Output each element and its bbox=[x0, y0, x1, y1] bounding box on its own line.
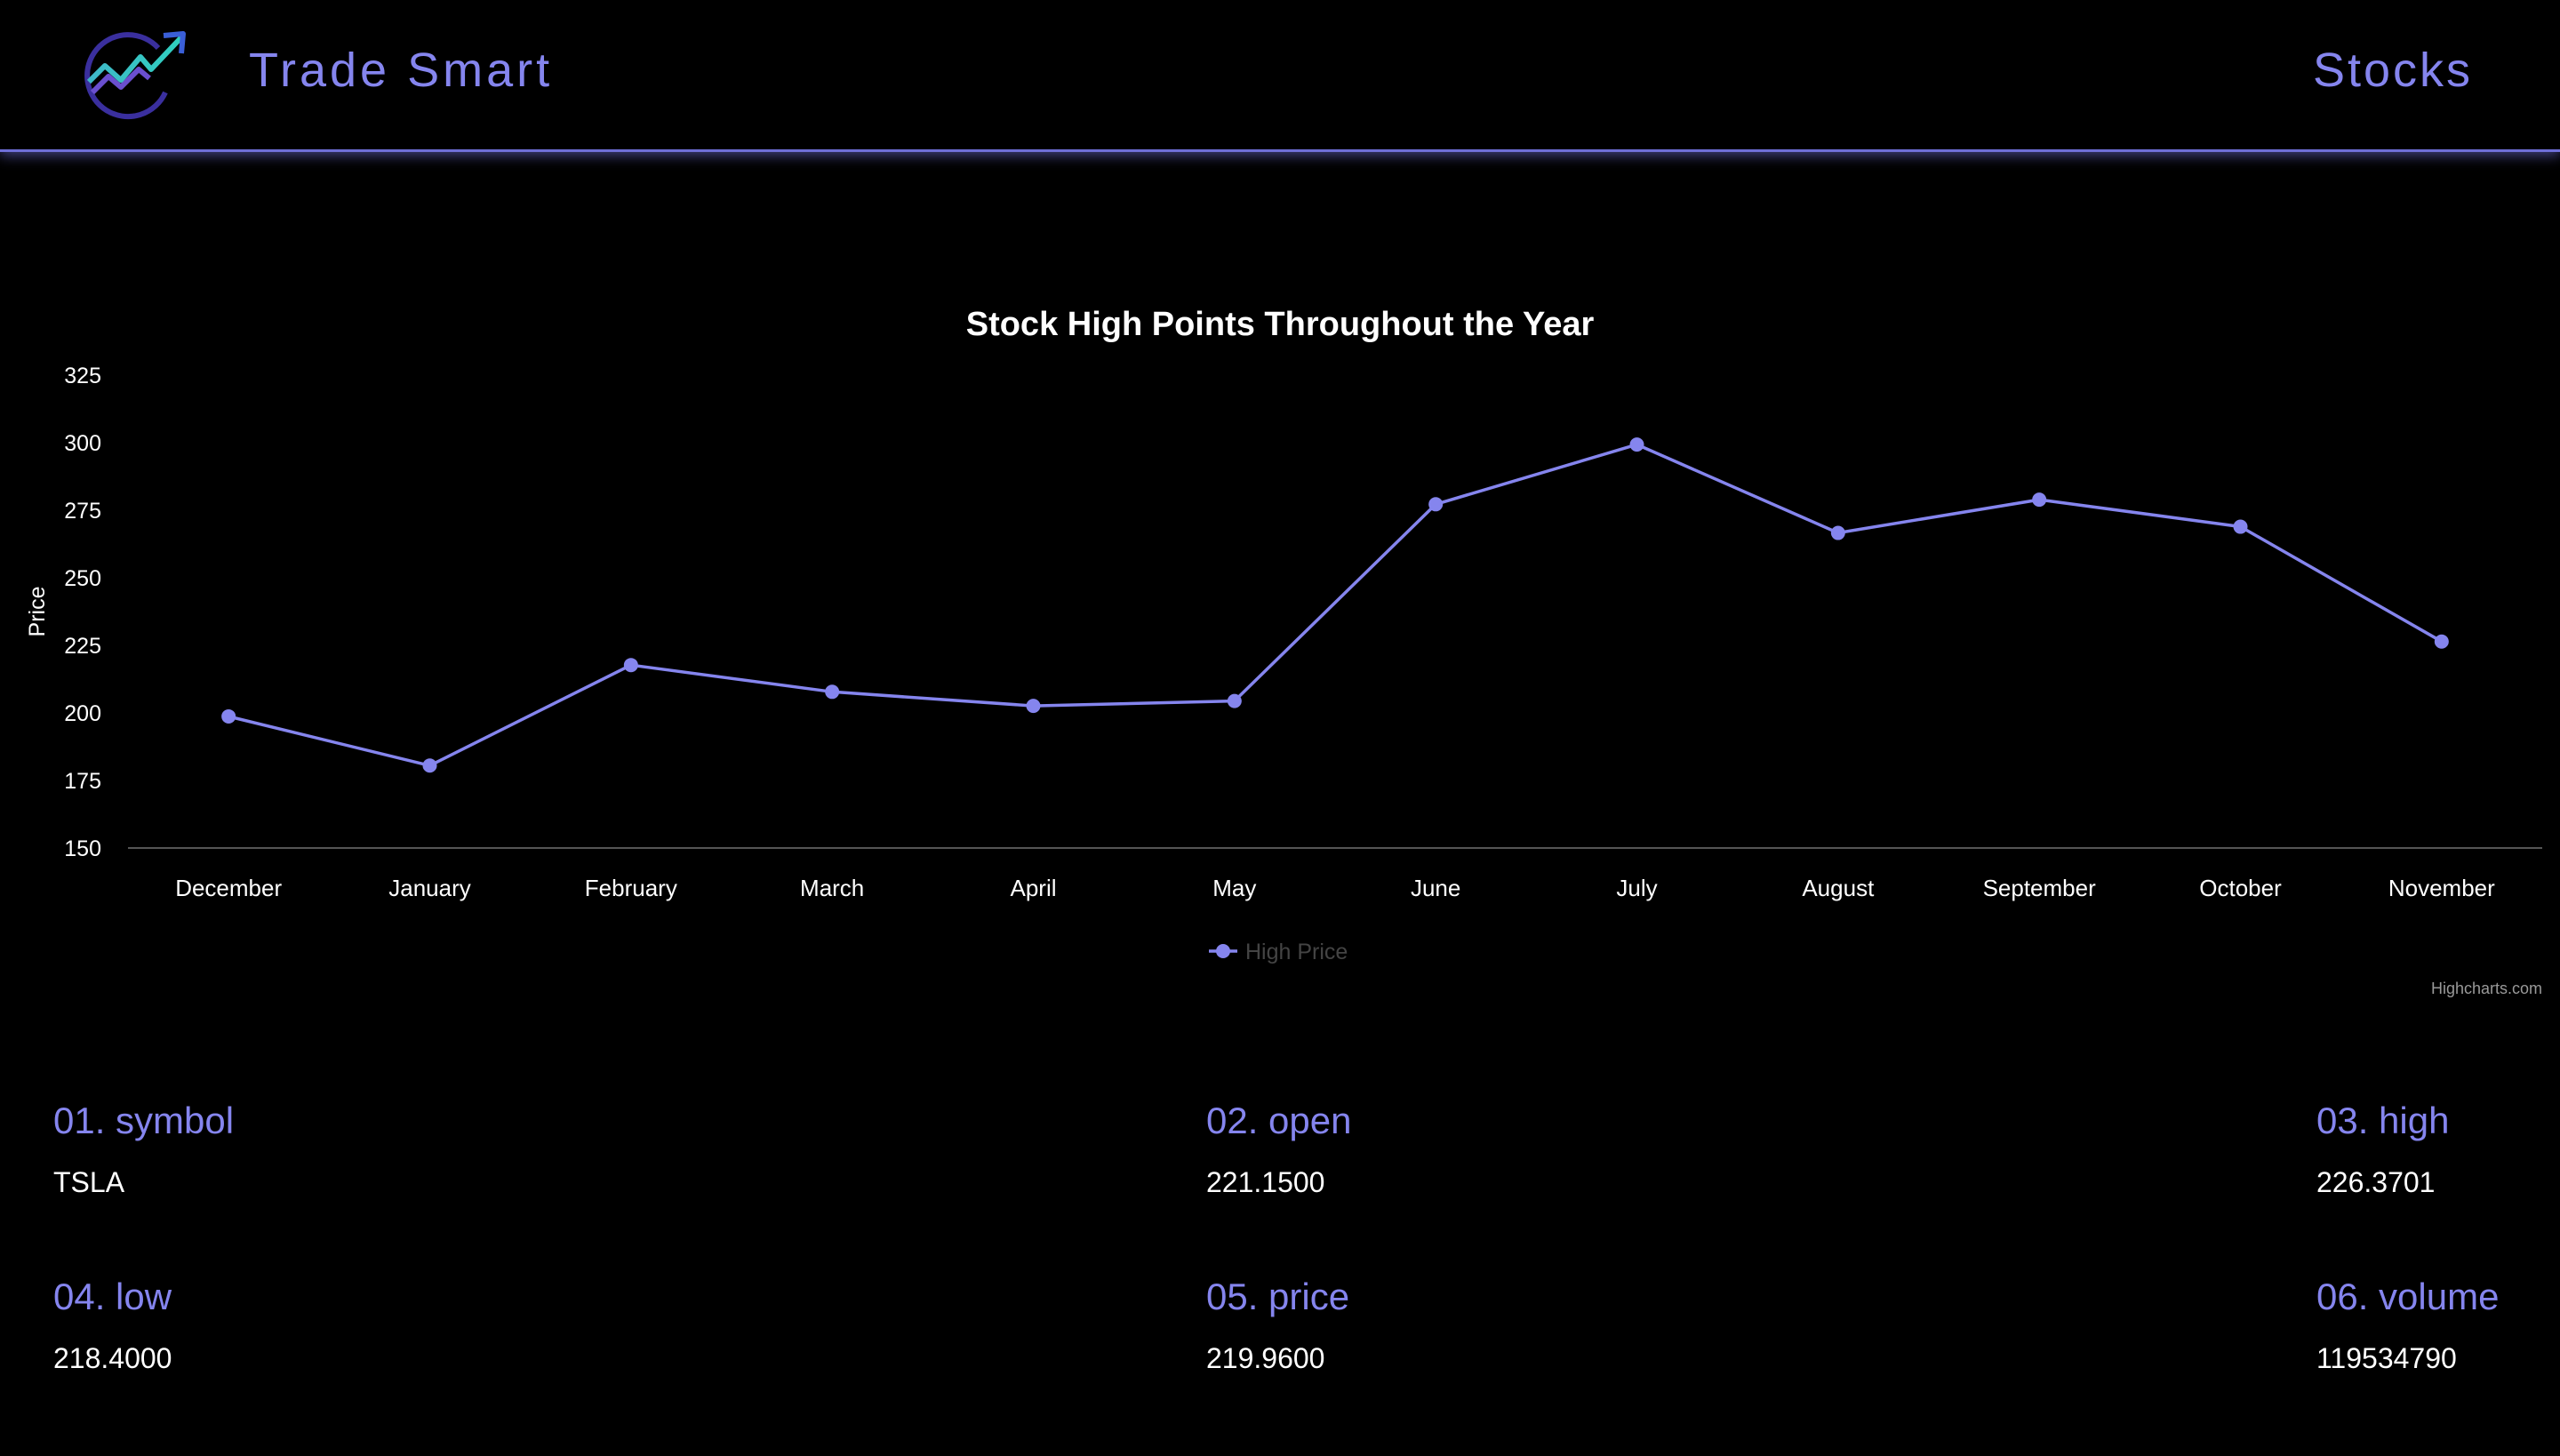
stat-label: 05. price bbox=[1206, 1276, 1350, 1317]
stock-chart: Stock High Points Throughout the Year Pr… bbox=[0, 267, 2560, 1013]
y-tick-label: 150 bbox=[64, 836, 101, 861]
stat-value: 219.9600 bbox=[1206, 1342, 1325, 1374]
data-point-january[interactable] bbox=[422, 758, 437, 773]
chart-svg: Stock High Points Throughout the Year Pr… bbox=[25, 306, 2542, 997]
x-tick-label: January bbox=[388, 875, 471, 901]
stat-label: 02. open bbox=[1206, 1100, 1352, 1141]
y-axis-ticks: 150 175 200 225 250 275 300 325 bbox=[64, 364, 101, 861]
x-tick-label: May bbox=[1212, 875, 1256, 901]
x-tick-label: October bbox=[2199, 875, 2282, 901]
stat-label: 01. symbol bbox=[53, 1100, 235, 1141]
x-tick-label: February bbox=[585, 875, 677, 901]
y-tick-label: 325 bbox=[64, 364, 101, 388]
stat-label: 03. high bbox=[2316, 1100, 2450, 1141]
y-tick-label: 275 bbox=[64, 499, 101, 524]
data-point-february[interactable] bbox=[623, 658, 638, 673]
nav-stocks-link[interactable]: Stocks bbox=[2312, 44, 2473, 97]
y-axis-label: Price bbox=[25, 587, 50, 637]
chart-credits[interactable]: Highcharts.com bbox=[2431, 980, 2542, 997]
data-point-december[interactable] bbox=[221, 708, 236, 724]
data-point-october[interactable] bbox=[2233, 519, 2248, 534]
y-tick-label: 225 bbox=[64, 634, 101, 659]
x-tick-label: April bbox=[1010, 875, 1056, 901]
x-tick-label: June bbox=[1411, 875, 1460, 901]
x-tick-label: March bbox=[800, 875, 864, 901]
stat-value: 226.3701 bbox=[2316, 1166, 2436, 1198]
series-line-high-price bbox=[228, 443, 2443, 768]
stat-value: 221.1500 bbox=[1206, 1166, 1325, 1198]
stat-label: 04. low bbox=[53, 1276, 172, 1317]
stat-open: 02. open 221.1500 bbox=[1206, 1100, 1352, 1198]
data-point-june[interactable] bbox=[1428, 497, 1444, 512]
data-point-september[interactable] bbox=[2032, 492, 2047, 508]
x-axis-ticks: December January February March April May June… bbox=[175, 875, 2495, 901]
brand-title: Trade Smart bbox=[249, 44, 554, 97]
x-tick-label: July bbox=[1616, 875, 1657, 901]
x-tick-label: November bbox=[2388, 875, 2495, 901]
y-tick-label: 200 bbox=[64, 701, 101, 726]
stat-value: TSLA bbox=[53, 1166, 125, 1198]
stat-symbol: 01. symbol TSLA bbox=[53, 1100, 235, 1198]
stat-low: 04. low 218.4000 bbox=[53, 1276, 172, 1374]
data-point-april[interactable] bbox=[1026, 699, 1041, 714]
stat-volume: 06. volume 119534790 bbox=[2316, 1276, 2500, 1374]
x-tick-label: September bbox=[1983, 875, 2097, 901]
stat-value: 218.4000 bbox=[53, 1342, 172, 1374]
stat-value: 119534790 bbox=[2316, 1342, 2457, 1374]
legend-marker bbox=[1216, 944, 1230, 958]
x-tick-label: August bbox=[1802, 875, 1875, 901]
data-point-july[interactable] bbox=[1629, 437, 1644, 452]
data-point-march[interactable] bbox=[825, 684, 840, 700]
y-tick-label: 250 bbox=[64, 566, 101, 591]
x-tick-label: December bbox=[175, 875, 282, 901]
stat-high: 03. high 226.3701 bbox=[2316, 1100, 2450, 1198]
data-point-november[interactable] bbox=[2434, 634, 2449, 649]
data-point-august[interactable] bbox=[1830, 525, 1845, 540]
y-tick-label: 175 bbox=[64, 769, 101, 794]
app-header: Trade Smart Stocks bbox=[0, 0, 2560, 152]
data-point-may[interactable] bbox=[1227, 693, 1242, 708]
stat-label: 06. volume bbox=[2316, 1276, 2500, 1317]
trend-chart-logo-icon bbox=[84, 31, 186, 120]
legend-item-high-price[interactable]: High Price bbox=[1209, 940, 1348, 964]
stat-price: 05. price 219.9600 bbox=[1206, 1276, 1350, 1374]
series-points bbox=[221, 437, 2449, 773]
y-tick-label: 300 bbox=[64, 431, 101, 456]
chart-title: Stock High Points Throughout the Year bbox=[966, 306, 1595, 343]
legend-label: High Price bbox=[1245, 940, 1348, 964]
